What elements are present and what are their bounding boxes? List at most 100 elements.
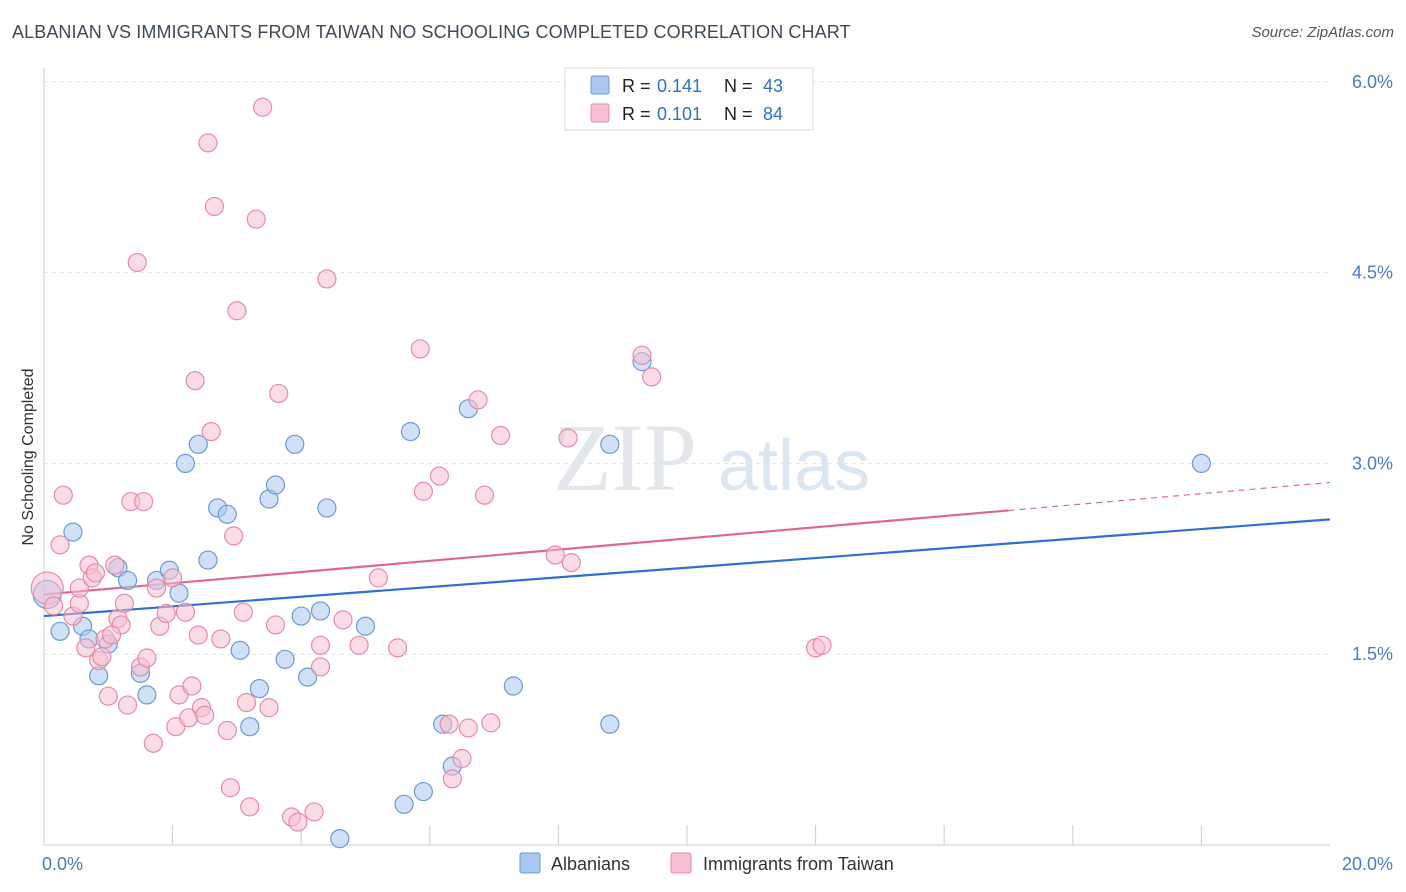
- data-point-taiwan: [288, 812, 308, 832]
- y-tick-label: 1.5%: [1352, 644, 1393, 664]
- data-point-albanians: [291, 606, 311, 626]
- data-point-taiwan: [50, 535, 70, 555]
- data-point-albanians: [1191, 453, 1212, 473]
- data-point-taiwan: [474, 485, 495, 505]
- legend-n-value: 43: [763, 76, 783, 96]
- legend-n-label: N =: [724, 104, 753, 124]
- data-point-taiwan: [310, 635, 331, 655]
- data-point-taiwan: [429, 466, 450, 486]
- legend-n-label: N =: [724, 76, 753, 96]
- data-point-taiwan: [146, 578, 167, 598]
- watermark-zip: ZIP: [553, 404, 697, 511]
- data-point-albanians: [117, 570, 138, 591]
- data-point-taiwan: [452, 748, 472, 769]
- data-point-taiwan: [53, 485, 73, 505]
- legend-bottom: Albanians Immigrants from Taiwan: [519, 852, 894, 874]
- data-point-albanians: [285, 434, 305, 454]
- data-point-taiwan: [233, 602, 253, 622]
- data-point-taiwan: [246, 209, 266, 229]
- legend-swatch-albanians: [590, 75, 610, 95]
- data-point-taiwan: [105, 555, 125, 575]
- data-point-albanians: [330, 829, 350, 849]
- data-point-albanians: [275, 649, 295, 669]
- data-point-albanians: [310, 601, 331, 621]
- data-point-albanians: [230, 640, 250, 660]
- data-point-taiwan: [185, 371, 205, 391]
- legend-bottom-swatch-taiwan: [670, 852, 692, 874]
- data-point-albanians: [249, 678, 270, 699]
- data-point-albanians: [217, 504, 237, 524]
- data-point-albanians: [50, 621, 70, 641]
- data-point-taiwan: [198, 133, 218, 153]
- data-point-taiwan: [259, 698, 279, 718]
- data-point-taiwan: [101, 625, 122, 645]
- data-point-taiwan: [156, 603, 176, 624]
- data-point-taiwan: [410, 339, 430, 359]
- data-point-taiwan: [468, 390, 488, 410]
- data-point-albanians: [198, 550, 218, 570]
- data-point-taiwan: [217, 720, 237, 741]
- data-point-albanians: [175, 453, 196, 473]
- data-point-taiwan: [69, 578, 89, 598]
- data-point-taiwan: [317, 269, 337, 289]
- data-point-albanians: [600, 434, 620, 454]
- data-point-taiwan: [642, 367, 662, 387]
- data-point-taiwan: [204, 196, 224, 217]
- data-point-taiwan: [545, 545, 565, 565]
- data-point-taiwan: [413, 481, 433, 501]
- source-credit: Source: ZipAtlas.com: [1251, 24, 1394, 41]
- x-tick-label: 20.0%: [1342, 854, 1393, 874]
- legend-top: R = 0.141 N = 43 R = 0.101 N = 84: [564, 67, 814, 131]
- data-point-taiwan: [127, 252, 147, 273]
- data-point-taiwan: [388, 638, 408, 658]
- legend-r-value: 0.141: [657, 76, 702, 96]
- data-point-taiwan: [85, 563, 106, 583]
- data-point-taiwan: [269, 383, 289, 404]
- data-point-albanians: [63, 522, 83, 542]
- y-tick-label: 4.5%: [1352, 263, 1393, 283]
- data-point-taiwan: [98, 686, 118, 706]
- data-point-taiwan: [220, 778, 241, 798]
- data-point-taiwan: [182, 676, 202, 696]
- data-point-albanians: [413, 781, 433, 802]
- trend-line-extension-taiwan: [1008, 481, 1331, 512]
- data-point-albanians: [503, 676, 523, 696]
- data-point-albanians: [600, 714, 620, 734]
- data-point-taiwan: [201, 422, 221, 442]
- x-tick-label: 0.0%: [42, 854, 83, 874]
- data-point-albanians: [394, 794, 414, 814]
- data-point-taiwan: [333, 610, 353, 630]
- data-point-taiwan: [632, 345, 652, 365]
- data-point-taiwan: [265, 615, 286, 635]
- legend-n-value: 84: [763, 104, 783, 124]
- legend-bottom-swatch-albanians: [519, 852, 541, 874]
- trend-lines: [43, 481, 1331, 618]
- data-point-albanians: [137, 685, 157, 705]
- data-point-taiwan: [117, 695, 138, 715]
- tick-labels: 1.5% 3.0% 4.5% 6.0% 0.0% 20.0%: [42, 72, 1393, 874]
- data-point-taiwan: [114, 593, 134, 613]
- legend-r-label: R =: [622, 104, 651, 124]
- data-points: [30, 97, 1212, 849]
- data-point-taiwan: [439, 714, 459, 734]
- data-point-taiwan: [442, 769, 462, 789]
- data-point-albanians: [298, 667, 318, 687]
- data-point-taiwan: [44, 596, 64, 616]
- data-point-taiwan: [310, 657, 331, 677]
- data-point-taiwan: [224, 526, 244, 546]
- data-point-albanians: [265, 475, 286, 495]
- data-point-taiwan: [812, 635, 832, 655]
- legend-r-label: R =: [622, 76, 651, 96]
- data-point-taiwan: [188, 625, 208, 645]
- data-point-taiwan: [92, 647, 112, 667]
- data-point-taiwan: [236, 692, 257, 713]
- data-point-taiwan: [143, 733, 163, 753]
- data-point-taiwan: [349, 635, 369, 655]
- data-point-taiwan: [253, 97, 273, 117]
- data-point-taiwan: [76, 638, 96, 658]
- data-point-taiwan: [558, 428, 578, 448]
- data-point-taiwan: [163, 568, 183, 588]
- y-tick-label: 3.0%: [1352, 453, 1393, 473]
- legend-swatch-taiwan: [590, 103, 610, 123]
